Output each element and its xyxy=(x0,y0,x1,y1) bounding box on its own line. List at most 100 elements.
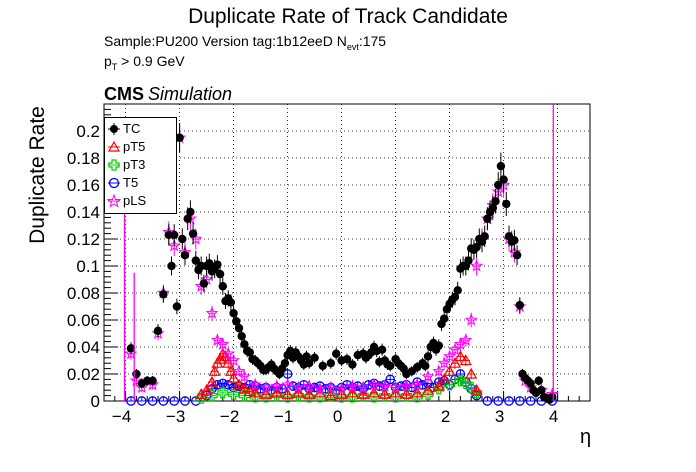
data-point-pt5 xyxy=(421,383,435,395)
data-point-tc xyxy=(534,376,543,385)
data-point-pt5 xyxy=(224,365,237,376)
data-point-pt5 xyxy=(335,388,348,399)
data-point-pls xyxy=(129,373,143,387)
data-point-pt5 xyxy=(367,386,381,398)
data-point-pls xyxy=(432,364,446,377)
data-point-pls xyxy=(227,353,241,367)
data-point-pls xyxy=(399,379,413,392)
legend-entry-tc: TC xyxy=(105,120,176,138)
x-tick-label: −3 xyxy=(166,407,185,426)
sample-info-subscript: evt xyxy=(346,41,359,52)
data-point-pt3 xyxy=(433,383,445,395)
data-point-tc xyxy=(237,332,246,341)
legend-label-t5: T5 xyxy=(123,175,139,190)
data-point-pt5 xyxy=(303,388,316,399)
data-point-tc xyxy=(245,348,254,357)
data-point-pt5 xyxy=(346,386,359,398)
data-point-tc xyxy=(302,352,311,361)
data-point-tc xyxy=(512,251,522,260)
data-point-pt5 xyxy=(208,365,221,376)
data-point-tc xyxy=(488,203,497,213)
legend-entry-pt3: pT3 xyxy=(105,156,176,174)
data-point-t5 xyxy=(309,382,320,393)
data-point-tc xyxy=(502,199,511,209)
data-point-tc xyxy=(537,386,546,395)
data-point-tc xyxy=(186,207,195,217)
data-point-pt3 xyxy=(368,391,380,403)
data-point-pt5 xyxy=(470,383,483,395)
data-point-tc xyxy=(326,359,335,368)
data-point-tc xyxy=(453,286,462,295)
series-tc xyxy=(126,123,557,404)
pt-cut-p: p xyxy=(104,53,112,69)
data-point-pls xyxy=(378,379,392,392)
data-point-tc xyxy=(191,256,200,265)
data-point-tc xyxy=(215,269,225,279)
data-point-pls xyxy=(459,333,473,346)
data-point-pls xyxy=(437,356,451,369)
data-point-tc xyxy=(170,230,179,240)
sample-info-text: Sample:PU200 Version tag:1b12eeD N xyxy=(104,33,347,49)
x-tick-label: 1 xyxy=(387,407,396,426)
data-point-t5 xyxy=(126,396,136,406)
data-point-pt5 xyxy=(357,388,370,399)
legend-marker-pls xyxy=(106,193,122,208)
cms-label: CMS Simulation xyxy=(104,84,232,105)
data-point-tc xyxy=(440,314,449,323)
data-point-tc xyxy=(450,292,460,302)
data-point-tc xyxy=(472,242,481,252)
legend-label-pt5: pT5 xyxy=(123,139,146,154)
data-point-pt3 xyxy=(336,391,348,403)
plot-frame xyxy=(103,103,591,402)
data-point-pt5 xyxy=(249,386,262,398)
legend-marker-tc xyxy=(108,123,120,135)
data-point-t5 xyxy=(223,379,234,390)
data-point-pls xyxy=(335,382,349,395)
data-point-tc xyxy=(229,309,238,318)
data-point-pls xyxy=(237,369,251,383)
data-point-t5 xyxy=(504,396,514,406)
legend-label-pls: pLS xyxy=(123,193,147,208)
data-point-pls xyxy=(453,337,467,350)
data-point-tc xyxy=(132,369,141,379)
y-tick-label: 0 xyxy=(91,392,100,411)
sample-info-count: :175 xyxy=(358,33,387,49)
data-point-tc xyxy=(153,326,163,335)
legend-label-tc: TC xyxy=(123,121,141,136)
data-point-tc xyxy=(305,359,314,368)
data-point-pt5 xyxy=(389,386,402,398)
data-point-t5 xyxy=(482,396,493,406)
data-point-tc xyxy=(491,197,500,206)
data-point-pls xyxy=(281,377,295,391)
data-point-t5 xyxy=(158,396,169,406)
data-point-tc xyxy=(199,279,209,288)
data-point-pt5 xyxy=(324,389,337,401)
data-point-pls xyxy=(324,380,338,394)
x-tick-label: −4 xyxy=(112,407,131,426)
data-point-tc xyxy=(178,234,187,244)
x-axis: −4 −3 −2 −1 0 1 2 3 4 xyxy=(103,104,591,426)
data-point-pt5 xyxy=(438,373,451,384)
data-point-pt3 xyxy=(390,391,402,403)
x-tick-label: 3 xyxy=(495,407,504,426)
data-point-pt3 xyxy=(217,387,229,399)
data-point-pls xyxy=(421,369,435,383)
data-point-tc xyxy=(434,341,443,350)
y-tick-label: 0.18 xyxy=(67,149,100,168)
chart-title: Duplicate Rate of Track Candidate xyxy=(188,5,508,28)
y-tick-label: 0.16 xyxy=(67,176,100,195)
data-point-pls xyxy=(367,377,381,391)
data-point-tc xyxy=(126,344,136,353)
data-point-pt5 xyxy=(443,365,456,376)
data-point-pt3 xyxy=(195,392,207,404)
data-point-tc xyxy=(218,282,227,291)
data-point-t5 xyxy=(342,379,352,390)
data-point-t5 xyxy=(514,396,525,406)
data-point-pls xyxy=(270,379,284,392)
data-point-pt5 xyxy=(243,385,256,397)
x-axis-label: η xyxy=(580,426,592,448)
data-point-tc xyxy=(167,261,176,271)
data-point-tc xyxy=(180,251,190,260)
legend-entry-t5: T5 xyxy=(105,174,176,192)
data-point-pt5 xyxy=(205,375,219,387)
